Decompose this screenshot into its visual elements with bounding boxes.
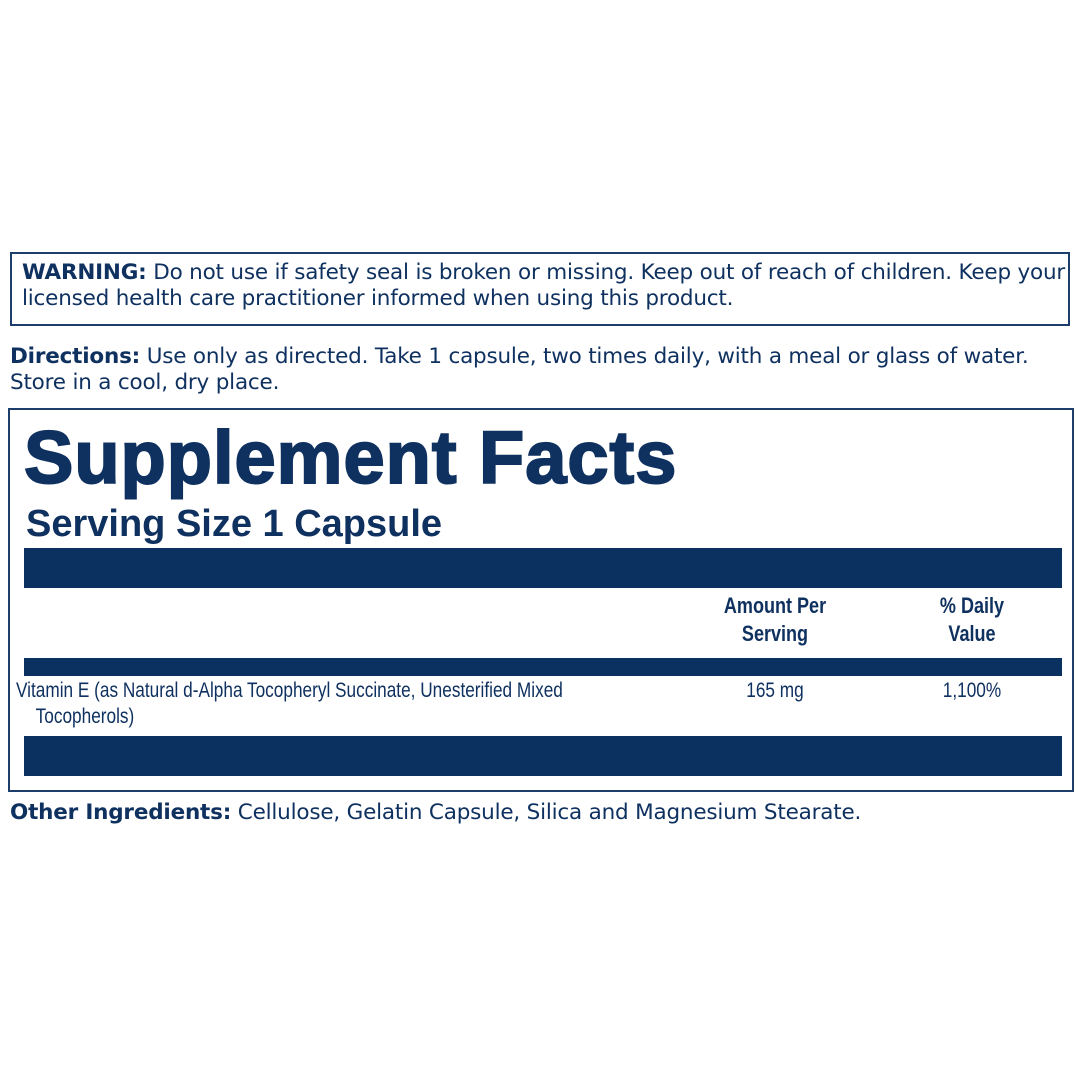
- directions-body: Use only as directed. Take 1 capsule, tw…: [10, 344, 1029, 395]
- nutrient-name: Vitamin E (as Natural d-Alpha Tocopheryl…: [16, 678, 672, 730]
- warning-body: Do not use if safety seal is broken or m…: [22, 260, 1066, 311]
- serving-size: Serving Size 1 Capsule: [26, 503, 443, 545]
- directions-text: Directions: Use only as directed. Take 1…: [10, 344, 1075, 396]
- warning-text: WARNING: Do not use if safety seal is br…: [22, 260, 1072, 312]
- other-ingredients-label: Other Ingredients:: [10, 800, 232, 825]
- supplement-facts-panel: Supplement Facts Serving Size 1 Capsule …: [8, 408, 1074, 792]
- dv-header-line1: % Daily: [939, 593, 1005, 618]
- divider-bar-bottom: [24, 736, 1062, 776]
- nutrient-name-line2: Tocopherols): [35, 705, 135, 728]
- other-ingredients-body: Cellulose, Gelatin Capsule, Silica and M…: [231, 800, 862, 825]
- directions-label: Directions:: [10, 344, 141, 369]
- divider-bar-thick: [24, 548, 1062, 588]
- column-header-amount: Amount Per Serving: [693, 592, 857, 648]
- dv-header-line2: Value: [948, 621, 996, 646]
- divider-bar-medium: [24, 658, 1062, 676]
- warning-box: WARNING: Do not use if safety seal is br…: [10, 252, 1070, 326]
- warning-label: WARNING:: [22, 260, 147, 285]
- nutrient-amount: 165 mg: [746, 679, 804, 702]
- nutrient-name-line1: Vitamin E (as Natural d-Alpha Tocopheryl…: [16, 679, 563, 702]
- column-header-daily-value: % Daily Value: [890, 592, 1054, 648]
- amount-header-line1: Amount Per: [723, 593, 827, 618]
- facts-title: Supplement Facts: [23, 416, 678, 499]
- nutrient-daily-value: 1,100%: [942, 679, 1002, 702]
- other-ingredients: Other Ingredients: Cellulose, Gelatin Ca…: [10, 800, 861, 826]
- amount-header-line2: Serving: [741, 621, 809, 646]
